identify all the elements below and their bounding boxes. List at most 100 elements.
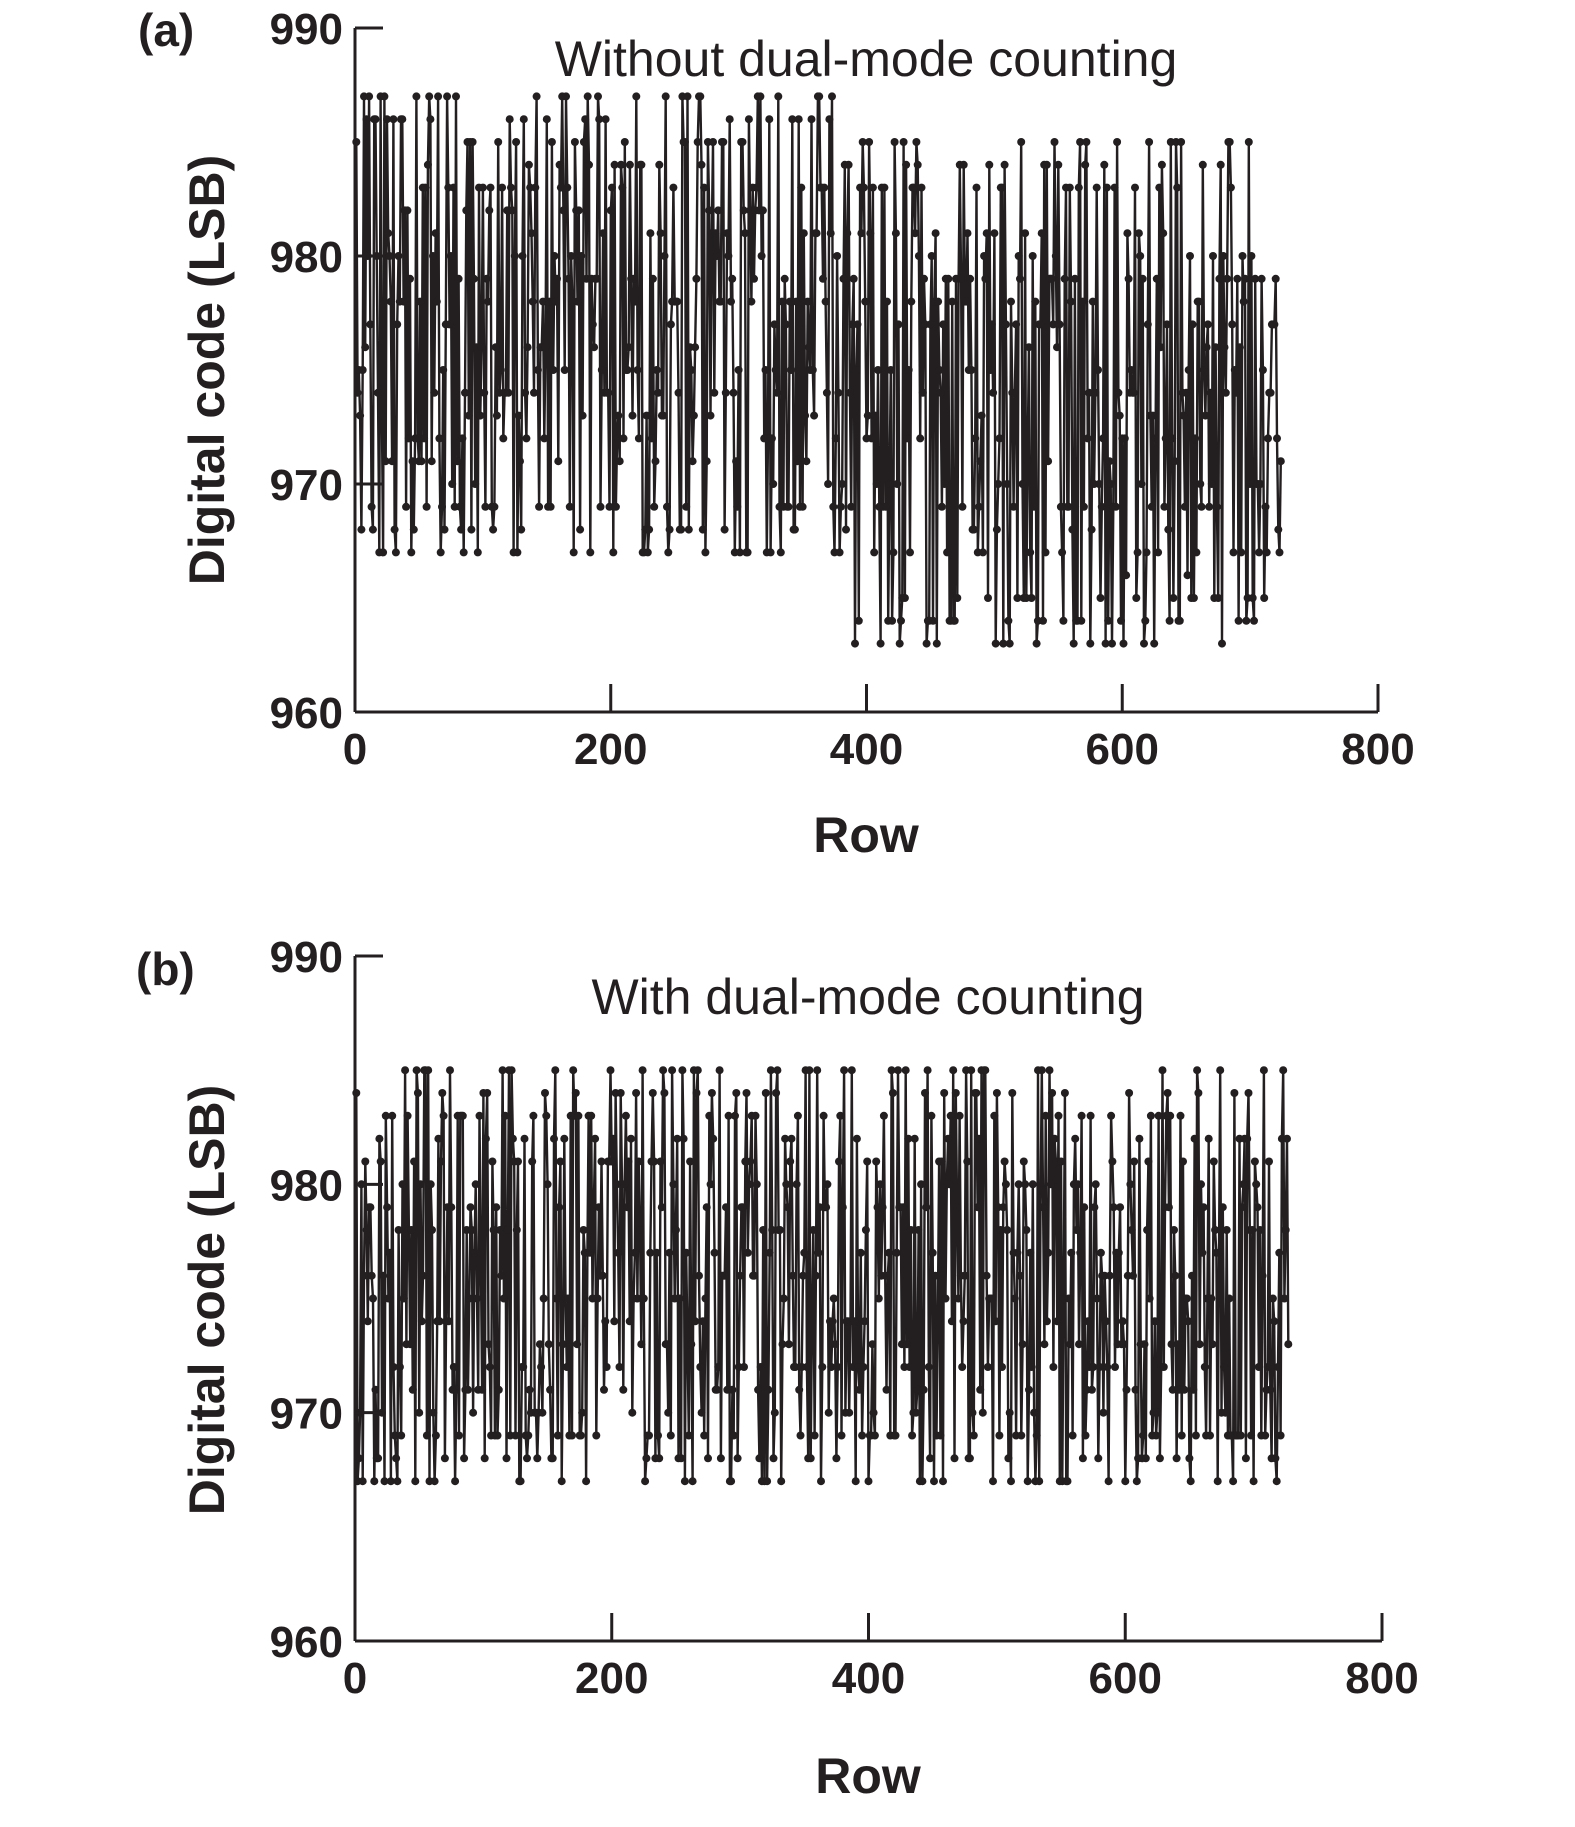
panel-b-data-point: [982, 1271, 991, 1280]
panel-b-data-point: [868, 1340, 877, 1349]
panel-b-data-point: [413, 1089, 422, 1097]
panel-b-data-point: [385, 1248, 394, 1257]
panel-a-data-point: [423, 160, 432, 169]
panel-b-data-point: [817, 1477, 825, 1486]
panel-b-data-point: [1063, 1477, 1072, 1486]
panel-a-data-point: [821, 297, 830, 306]
panel-a-data-point: [834, 388, 843, 397]
panel-a-data-point: [588, 320, 597, 329]
panel-b-data-point: [363, 1317, 372, 1326]
panel-a-data-point: [664, 548, 673, 557]
panel-a-data-point: [1106, 480, 1115, 488]
panel-a-data-point: [906, 548, 914, 557]
panel-a-data-point: [429, 252, 437, 260]
panel-b-data-point: [1253, 1203, 1262, 1212]
panel-a-data-point: [937, 502, 946, 511]
panel-a-data-point: [701, 548, 710, 557]
panel-b-data-point: [424, 1066, 433, 1075]
panel-b-data-point: [1182, 1294, 1191, 1303]
panel-a-data-point: [714, 206, 723, 215]
panel-a-data-point: [943, 548, 952, 557]
panel-b-data-point: [992, 1089, 1001, 1097]
panel-b-data-point: [856, 1248, 865, 1257]
panel-b-data-point: [1037, 1066, 1046, 1075]
panel-b-data-point: [1143, 1226, 1152, 1234]
panel-b-data-point: [514, 1157, 522, 1166]
panel-a-data-point: [604, 388, 613, 397]
panel-b-data-point: [419, 1271, 427, 1280]
panel-a-data-point: [458, 434, 467, 443]
panel-a-data-point: [585, 160, 593, 169]
panel-a-data-point: [457, 525, 466, 534]
panel-b-data-point: [1057, 1157, 1066, 1166]
panel-a-data-point: [1151, 434, 1160, 443]
panel-a-data-point: [712, 252, 721, 260]
panel-a-data-point: [792, 297, 801, 306]
panel-a-data-point: [660, 252, 669, 260]
panel-a-data-point: [586, 548, 595, 557]
panel-a-data-point: [1047, 274, 1056, 283]
panel-a-data-point: [394, 252, 403, 260]
panel-b-data-point: [859, 1363, 868, 1371]
panel-b-data-point: [686, 1157, 695, 1166]
panel-a-data-point: [992, 525, 1001, 534]
panel-b-data-point: [1254, 1363, 1263, 1371]
panel-b-data-point: [872, 1157, 881, 1166]
panel-b-data-point: [410, 1157, 419, 1166]
panel-a-data-point: [551, 297, 560, 306]
panel-a-data-point: [407, 548, 416, 557]
panel-b-data-point: [601, 1317, 610, 1326]
panel-b-data-point: [600, 1385, 608, 1394]
panel-b-data-point: [606, 1066, 615, 1075]
panel-b-data-point: [488, 1157, 497, 1166]
panel-a-data-point: [383, 115, 391, 124]
panel-b-data-point: [469, 1408, 478, 1417]
panel-b-data-point: [384, 1294, 393, 1303]
panel-b-data-point: [568, 1431, 576, 1440]
panel-b-data-point: [492, 1203, 501, 1212]
panel-b-data-point: [1086, 1111, 1095, 1120]
panel-a-data-point: [833, 252, 842, 260]
panel-b-data-point: [628, 1408, 637, 1417]
panel-a-data-point: [491, 343, 500, 352]
panel-b-data-point: [431, 1431, 440, 1440]
panel-b-data-point: [772, 1089, 781, 1097]
panel-b-data-point: [1144, 1157, 1153, 1166]
panel-b-data-point: [702, 1203, 711, 1212]
panel-b-data-point: [380, 1477, 389, 1486]
panel-a-data-point: [440, 525, 449, 534]
panel-a-data-point: [870, 548, 879, 557]
panel-a-data-point: [1096, 594, 1105, 602]
panel-b-data-point: [578, 1408, 587, 1417]
panel-a-data-point: [565, 502, 574, 511]
panel-a-data-point: [510, 252, 519, 260]
panel-b-data-point: [951, 1089, 960, 1097]
panel-b-data-point: [1004, 1454, 1013, 1463]
panel-b-data-point: [833, 1363, 842, 1371]
panel-a-data-point: [950, 616, 959, 625]
panel-a-data-point: [797, 183, 806, 192]
panel-a-data-point: [1039, 616, 1047, 625]
panel-a-data-point: [430, 388, 439, 397]
panel-a-data-point: [384, 229, 393, 238]
panel-b-data-point: [621, 1111, 630, 1120]
panel-a-data-point: [1273, 434, 1281, 443]
panel-a-data-point: [425, 92, 434, 101]
panel-b-data-point: [1268, 1294, 1277, 1303]
panel-b-data-point: [1218, 1203, 1227, 1212]
panel-b-data-point: [507, 1066, 516, 1075]
panel-b-data-point: [1280, 1294, 1289, 1303]
panel-a-x-tick-label: 0: [343, 725, 367, 774]
panel-b-data-point: [1067, 1248, 1076, 1257]
panel-b-data-point: [1163, 1089, 1172, 1097]
panel-b-data-point: [905, 1363, 914, 1371]
panel-a-data-point: [883, 297, 891, 306]
panel-a-data-point: [1028, 252, 1037, 260]
panel-a-data-point: [1266, 388, 1275, 397]
panel-a-data-point: [735, 548, 744, 557]
panel-a-data-point: [761, 366, 770, 374]
panel-b-data-point: [682, 1248, 691, 1257]
panel-a-data-point: [1248, 594, 1257, 602]
panel-b-data-point: [519, 1363, 528, 1371]
panel-b-data-point: [542, 1111, 551, 1120]
